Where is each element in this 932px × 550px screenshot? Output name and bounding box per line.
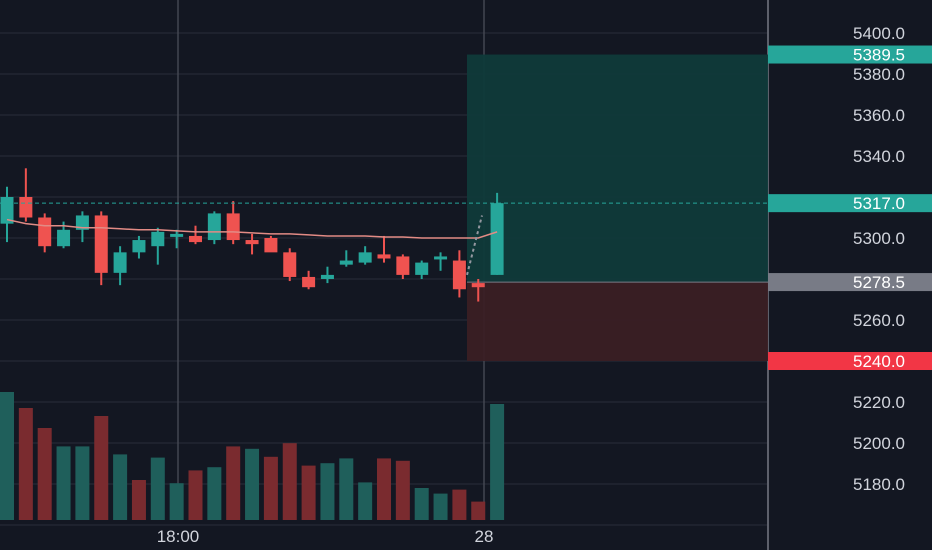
volume-bar	[358, 482, 373, 520]
position-zones[interactable]	[467, 54, 768, 361]
candle-body	[245, 240, 259, 245]
volume-bar	[37, 428, 52, 520]
price-tick-label: 5340.0	[853, 147, 905, 166]
candlesticks	[0, 168, 504, 302]
price-tag-entry	[768, 273, 932, 292]
candle-body	[226, 213, 240, 241]
time-axis[interactable]: 18:00 28	[157, 527, 494, 546]
target-zone	[467, 54, 768, 283]
projection-line	[466, 215, 483, 276]
time-label-1800: 18:00	[157, 527, 200, 546]
volume-bar	[131, 480, 146, 520]
volume-bar	[226, 446, 241, 520]
candle-body	[302, 276, 316, 288]
candle-body	[170, 233, 184, 237]
price-tick-label: 5380.0	[853, 65, 905, 84]
price-tag-label-current: 5317.0	[853, 194, 905, 213]
price-tick-label: 5200.0	[853, 434, 905, 453]
volume-bar	[169, 483, 184, 520]
price-tag-label-entry: 5278.5	[853, 273, 905, 292]
price-tag-stop	[768, 352, 932, 370]
volume-bars	[0, 392, 505, 520]
price-tag-label-stop: 5240.0	[853, 352, 905, 371]
price-tag-label-target: 5389.5	[853, 46, 905, 65]
price-tick-label: 5260.0	[853, 311, 905, 330]
volume-bar	[18, 408, 33, 520]
candle-body	[415, 262, 429, 275]
volume-bar	[395, 460, 410, 520]
price-tick-label: 5400.0	[853, 24, 905, 43]
price-tag-target	[768, 45, 932, 64]
volume-bar	[490, 404, 505, 520]
volume-bar	[94, 416, 109, 520]
candle-body	[452, 260, 466, 290]
candle-body	[189, 235, 202, 243]
candle-body	[151, 231, 165, 247]
volume-bar	[56, 446, 71, 520]
candle-body	[264, 238, 278, 253]
time-label-28: 28	[475, 527, 494, 546]
price-tag-current	[768, 194, 932, 213]
price-tick-label: 5360.0	[853, 106, 905, 125]
candle-body	[57, 229, 71, 247]
price-tick-label: 5180.0	[853, 475, 905, 494]
price-tick-label: 5300.0	[853, 229, 905, 248]
candle-body	[283, 252, 297, 277]
volume-bar	[433, 493, 448, 520]
volume-bar	[150, 457, 165, 520]
candle-body	[396, 256, 410, 275]
volume-bar	[452, 489, 467, 520]
candle-body	[434, 256, 448, 260]
candle-body	[0, 197, 14, 224]
candle-body	[19, 197, 33, 218]
volume-bar	[245, 448, 260, 520]
candle-body	[471, 283, 485, 288]
volume-bar	[471, 501, 486, 520]
volume-bar	[282, 443, 297, 520]
overlays	[0, 202, 768, 276]
stop-zone	[467, 282, 768, 361]
volume-bar	[339, 458, 354, 520]
volume-bar	[75, 446, 90, 520]
price-axis[interactable]: 5400.0 5380.0 5360.0 5340.0 5300.0 5260.0 5220…	[768, 0, 932, 550]
volume-bar	[0, 392, 14, 520]
moving-average-line	[6, 218, 498, 239]
price-tick-label: 5220.0	[853, 393, 905, 412]
candle-body	[113, 252, 127, 273]
volume-bar	[320, 463, 335, 520]
candle-body	[132, 240, 146, 253]
candle-body	[490, 203, 504, 275]
candle-body	[75, 215, 89, 230]
volume-bar	[207, 467, 222, 520]
candle-body	[358, 252, 372, 263]
candle-body	[320, 274, 334, 279]
volume-bar	[301, 465, 316, 520]
volume-bar	[377, 458, 391, 520]
candle-body	[339, 260, 353, 265]
volume-bar	[414, 488, 429, 520]
candle-body	[94, 215, 108, 273]
candle-body	[207, 213, 221, 241]
volume-bar	[188, 470, 203, 520]
candle-body	[38, 217, 52, 247]
volume-bar	[263, 456, 278, 520]
volume-bar	[113, 454, 128, 520]
candle-body	[377, 254, 391, 259]
